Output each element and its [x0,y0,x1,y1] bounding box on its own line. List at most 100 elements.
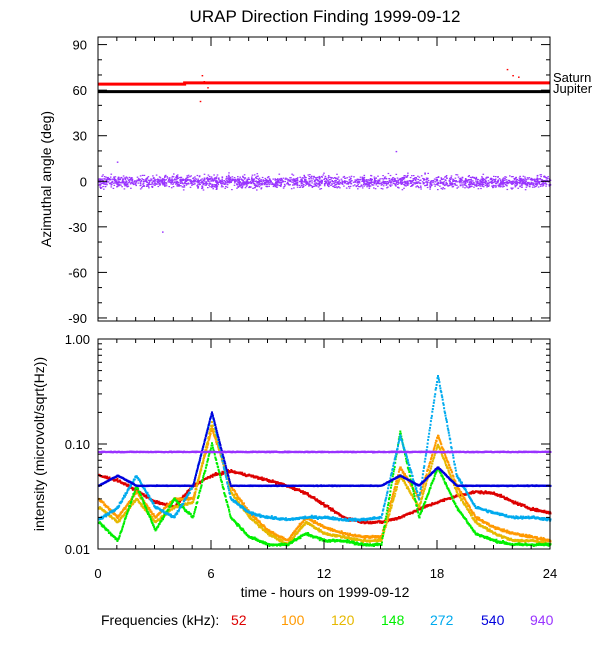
azimuth-point [362,183,365,186]
azimuth-point [248,186,250,189]
azimuth-point [274,179,276,181]
azimuth-point [491,182,493,185]
azimuth-point [417,178,420,181]
azimuth-point [260,180,262,182]
intensity-point [306,521,309,524]
azimuth-point [111,178,114,180]
azimuth-point [505,176,508,178]
intensity-point [204,449,207,451]
azimuth-point [525,181,527,183]
azimuth-outlier-point [201,75,204,77]
azimuth-point [533,186,536,188]
azimuth-point [148,183,150,185]
azimuth-point [127,185,130,187]
azimuth-point [479,180,482,182]
azimuth-point [236,183,238,185]
azimuth-point [525,186,528,188]
azimuth-point [456,174,459,176]
azimuth-point [233,184,236,186]
azimuth-point [498,186,500,188]
azimuth-point [158,176,161,178]
azimuth-point [215,184,218,186]
azimuth-point [359,186,361,188]
azimuth-point [266,177,269,179]
azimuth-point [374,188,377,190]
azimuth-point [519,180,522,182]
azimuth-point [152,181,155,183]
azimuth-point [320,180,322,182]
intensity-point [200,467,203,470]
azimuth-point [196,185,198,187]
azimuth-point [130,187,132,189]
azimuth-point [403,176,406,178]
intensity-point [233,494,236,497]
azimuth-point [439,182,442,184]
intensity-point [429,458,432,461]
intensity-point [256,475,259,478]
azimuth-point [456,181,459,183]
intensity-point [129,506,132,509]
azimuth-point [449,184,451,186]
azimuth-point [441,181,444,184]
azimuth-point [363,174,366,176]
azimuth-point [161,183,164,185]
azimuth-point [237,185,239,187]
azimuth-point [125,181,128,183]
azimuth-point [236,180,238,182]
azimuth-point [226,177,229,179]
azimuth-point [217,178,220,180]
azimuth-point [395,185,397,187]
azimuth-point [243,183,246,185]
azimuth-point [292,182,295,184]
azimuth-point [539,185,542,187]
azimuth-point [280,185,282,187]
azimuth-point [106,184,108,186]
azimuth-point [429,188,431,190]
azimuth-point [450,176,452,179]
jupiter-line-label: Jupiter [553,81,593,96]
intensity-point [128,484,131,487]
azimuth-point [125,180,128,183]
intensity-point [196,481,199,484]
intensity-point [207,437,210,440]
azimuth-point [105,179,108,181]
azimuth-point [234,181,237,183]
azimuth-point [440,181,442,183]
azimuth-point [110,184,113,186]
azimuth-point [399,180,402,182]
azimuth-point [323,183,326,185]
azimuth-point [490,180,493,182]
azimuth-point [177,181,180,183]
azimuth-point [256,184,259,186]
azimuth-point [293,180,295,182]
intensity-point [411,485,414,488]
azimuth-point [529,186,531,188]
azimuth-point [420,175,423,177]
azimuth-point [121,186,123,188]
azimuth-point [253,184,256,186]
intensity-point [398,467,401,470]
azimuth-point [248,178,250,180]
azimuth-point [403,187,405,189]
azimuth-point [286,183,288,185]
azimuth-point [215,185,218,188]
azimuth-point [379,182,382,184]
azimuth-point [146,183,149,185]
azimuth-point [197,182,199,184]
azimuth-point [154,184,156,186]
azimuth-point [146,184,148,186]
azimuth-point [109,176,112,178]
azimuth-point [521,181,524,184]
azimuth-point [502,178,504,180]
intensity-point [137,498,140,501]
azimuth-point [526,183,528,185]
azimuth-point [416,185,419,187]
azimuth-point [194,180,197,182]
intensity-point [393,518,396,521]
azimuth-point [124,181,126,183]
azimuth-point [493,179,496,181]
azimuth-point [276,186,278,188]
azimuth-point [265,183,267,185]
